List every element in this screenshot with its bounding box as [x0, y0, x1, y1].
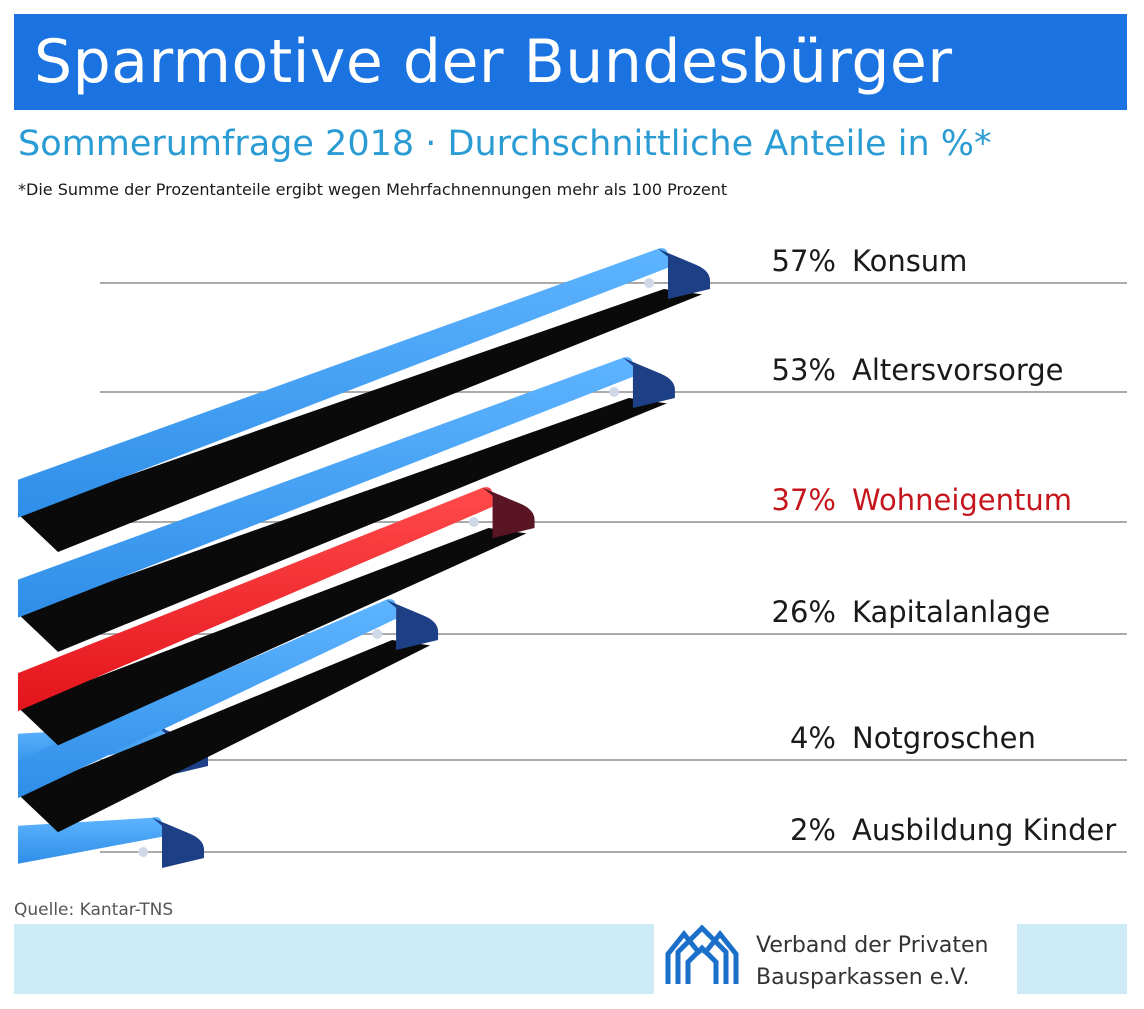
- bar-anchor-dot: [138, 847, 149, 857]
- bar-altersvorsorge: [18, 357, 675, 652]
- chart-subtitle: Sommerumfrage 2018 · Durchschnittliche A…: [18, 124, 992, 164]
- value-label: 57%: [772, 244, 836, 278]
- category-label: Konsum: [852, 244, 967, 278]
- value-label: 2%: [790, 813, 836, 847]
- org-name-line2: Bausparkassen e.V.: [756, 965, 970, 990]
- bar-top-face: [18, 599, 397, 799]
- value-label: 53%: [772, 353, 836, 387]
- bar-top-face: [18, 357, 633, 618]
- bar-top-face: [18, 817, 162, 864]
- bar-end-cap: [622, 357, 675, 408]
- bar-shadow: [18, 528, 527, 746]
- bar-end-cap: [386, 599, 439, 650]
- chart-footnote: *Die Summe der Prozentanteile ergibt weg…: [18, 180, 728, 199]
- bar-anchor-dot: [609, 387, 620, 397]
- bar-top-face: [18, 248, 668, 518]
- value-label: 4%: [790, 721, 836, 755]
- bar-kapitalanlage: [18, 599, 439, 833]
- value-label: 26%: [772, 595, 836, 629]
- category-label: Kapitalanlage: [852, 595, 1050, 629]
- value-label: 37%: [772, 483, 836, 517]
- bar-end-cap: [152, 817, 204, 868]
- source-label: Quelle: Kantar-TNS: [14, 900, 174, 920]
- category-label: Wohneigentum: [852, 483, 1072, 517]
- bar-end-cap: [658, 248, 710, 299]
- bar-shadow: [18, 289, 702, 552]
- bar-top-face: [18, 487, 493, 712]
- org-name-line1: Verband der Privaten: [756, 933, 989, 958]
- category-label: Ausbildung Kinder: [852, 813, 1116, 847]
- org-name: Verband der Privaten Bausparkassen e.V.: [756, 930, 988, 994]
- bar-shadow: [18, 640, 431, 833]
- bar-anchor-dot: [468, 517, 479, 527]
- houses-icon: [665, 924, 739, 984]
- bar-konsum: [18, 248, 710, 552]
- bar-wohneigentum: [18, 487, 535, 746]
- bar-end-cap: [482, 487, 535, 538]
- category-label: Notgroschen: [852, 721, 1036, 755]
- bar-anchor-dot: [644, 278, 655, 288]
- bar-shadow: [18, 398, 667, 652]
- title-banner: Sparmotive der Bundesbürger: [14, 14, 1127, 110]
- category-label: Altersvorsorge: [852, 353, 1063, 387]
- bar-anchor-dot: [372, 629, 383, 639]
- chart-title: Sparmotive der Bundesbürger: [34, 27, 953, 97]
- bar-ausbildung-kinder: [18, 817, 204, 868]
